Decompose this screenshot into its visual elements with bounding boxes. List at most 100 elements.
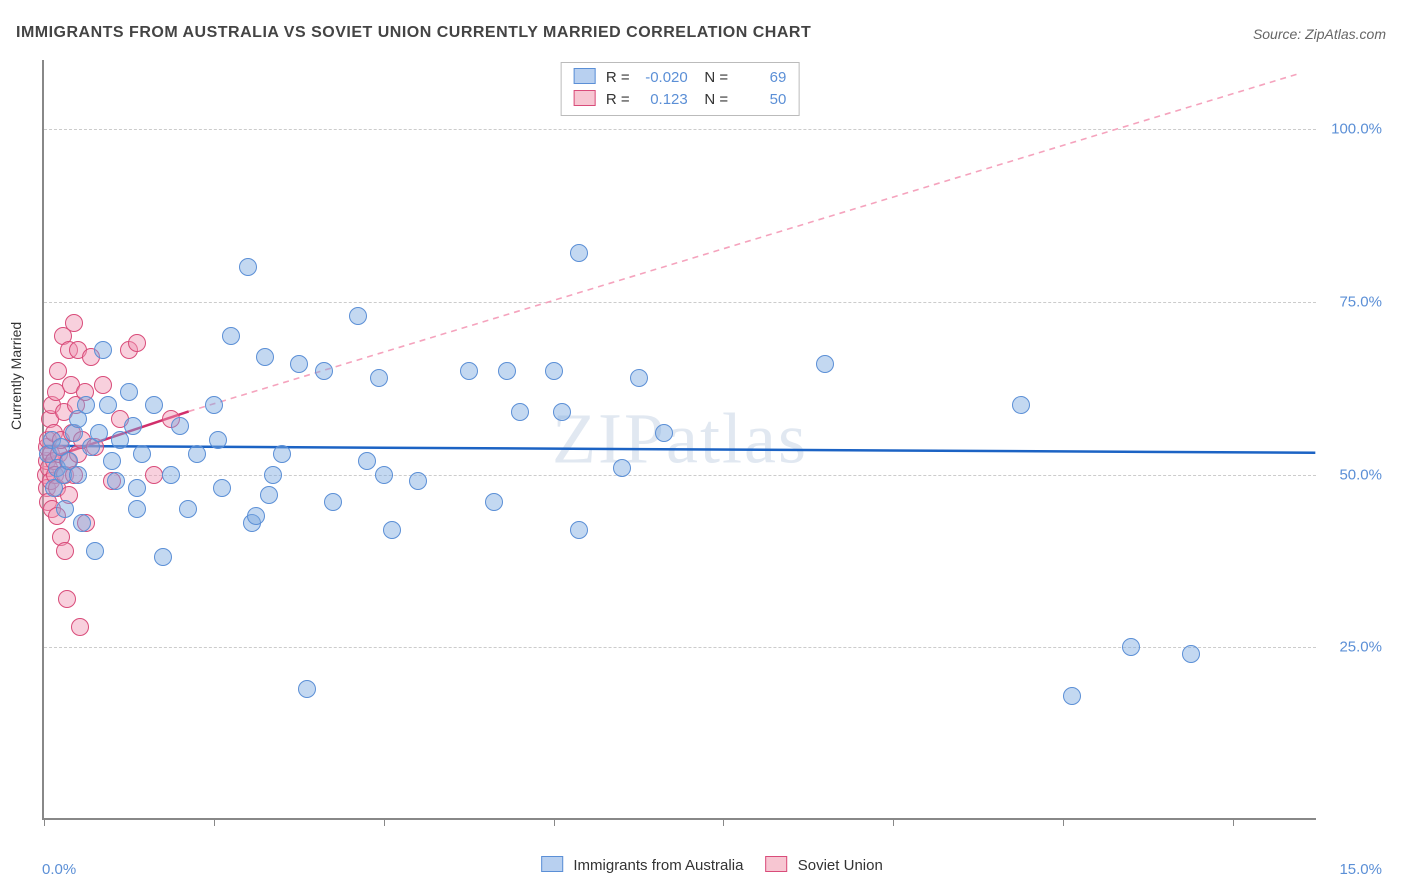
data-point [264, 466, 282, 484]
data-point [298, 680, 316, 698]
data-point [273, 445, 291, 463]
data-point [630, 369, 648, 387]
data-point [370, 369, 388, 387]
trend-line [45, 446, 1316, 453]
data-point [655, 424, 673, 442]
y-tick-label: 75.0% [1322, 293, 1382, 310]
source-credit: Source: ZipAtlas.com [1253, 26, 1386, 42]
n-label: N = [704, 69, 728, 86]
data-point [56, 542, 74, 560]
legend-stats-row: R = 0.123 N = 50 [574, 89, 787, 111]
data-point [239, 258, 257, 276]
data-point [290, 355, 308, 373]
data-point [69, 466, 87, 484]
x-tick [893, 818, 894, 826]
data-point [145, 396, 163, 414]
data-point [128, 334, 146, 352]
x-tick [214, 818, 215, 826]
legend-swatch-soviet [574, 90, 596, 106]
data-point [209, 431, 227, 449]
chart-title: IMMIGRANTS FROM AUSTRALIA VS SOVIET UNIO… [16, 24, 811, 42]
data-point [570, 521, 588, 539]
data-point [1122, 638, 1140, 656]
data-point [107, 472, 125, 490]
legend-label-australia: Immigrants from Australia [573, 857, 743, 874]
x-tick [384, 818, 385, 826]
legend-swatch-soviet [766, 856, 788, 872]
data-point [256, 348, 274, 366]
n-label: N = [704, 91, 728, 108]
n-value-soviet: 50 [732, 89, 786, 111]
data-point [111, 431, 129, 449]
data-point [188, 445, 206, 463]
data-point [409, 472, 427, 490]
x-axis-min-label: 0.0% [42, 861, 76, 878]
data-point [349, 307, 367, 325]
trend-line [189, 74, 1299, 412]
data-point [71, 618, 89, 636]
data-point [90, 424, 108, 442]
data-point [315, 362, 333, 380]
data-point [213, 479, 231, 497]
data-point [133, 445, 151, 463]
legend-bottom: Immigrants from Australia Soviet Union [523, 856, 883, 874]
y-tick-label: 50.0% [1322, 466, 1382, 483]
r-value-soviet: 0.123 [634, 89, 688, 111]
r-label: R = [606, 69, 630, 86]
legend-swatch-australia [574, 68, 596, 84]
legend-label-soviet: Soviet Union [798, 857, 883, 874]
data-point [124, 417, 142, 435]
data-point [498, 362, 516, 380]
data-point [1182, 645, 1200, 663]
data-point [260, 486, 278, 504]
legend-swatch-australia [541, 856, 563, 872]
data-point [545, 362, 563, 380]
data-point [145, 466, 163, 484]
data-point [247, 507, 265, 525]
x-tick [554, 818, 555, 826]
data-point [162, 466, 180, 484]
data-point [99, 396, 117, 414]
data-point [485, 493, 503, 511]
data-point [120, 383, 138, 401]
data-point [324, 493, 342, 511]
data-point [179, 500, 197, 518]
legend-stats: R = -0.020 N = 69 R = 0.123 N = 50 [561, 62, 800, 116]
data-point [94, 341, 112, 359]
x-tick [1063, 818, 1064, 826]
legend-stats-row: R = -0.020 N = 69 [574, 67, 787, 89]
data-point [375, 466, 393, 484]
y-tick-label: 100.0% [1322, 121, 1382, 138]
n-value-australia: 69 [732, 67, 786, 89]
x-axis-max-label: 15.0% [1339, 861, 1382, 878]
r-label: R = [606, 91, 630, 108]
data-point [58, 590, 76, 608]
data-point [222, 327, 240, 345]
data-point [56, 500, 74, 518]
data-point [1012, 396, 1030, 414]
data-point [128, 500, 146, 518]
data-point [171, 417, 189, 435]
data-point [570, 244, 588, 262]
data-point [94, 376, 112, 394]
data-point [65, 314, 83, 332]
data-point [154, 548, 172, 566]
data-point [103, 452, 121, 470]
data-point [77, 396, 95, 414]
data-point [553, 403, 571, 421]
plot-area: ZIPatlas R = -0.020 N = 69 R = 0.123 N =… [42, 60, 1316, 820]
data-point [816, 355, 834, 373]
data-point [383, 521, 401, 539]
data-point [73, 514, 91, 532]
r-value-australia: -0.020 [634, 67, 688, 89]
data-point [358, 452, 376, 470]
data-point [460, 362, 478, 380]
data-point [1063, 687, 1081, 705]
data-point [511, 403, 529, 421]
trend-lines-layer [44, 60, 1316, 818]
data-point [613, 459, 631, 477]
data-point [128, 479, 146, 497]
x-tick [44, 818, 45, 826]
y-axis-label: Currently Married [8, 322, 24, 430]
data-point [86, 542, 104, 560]
